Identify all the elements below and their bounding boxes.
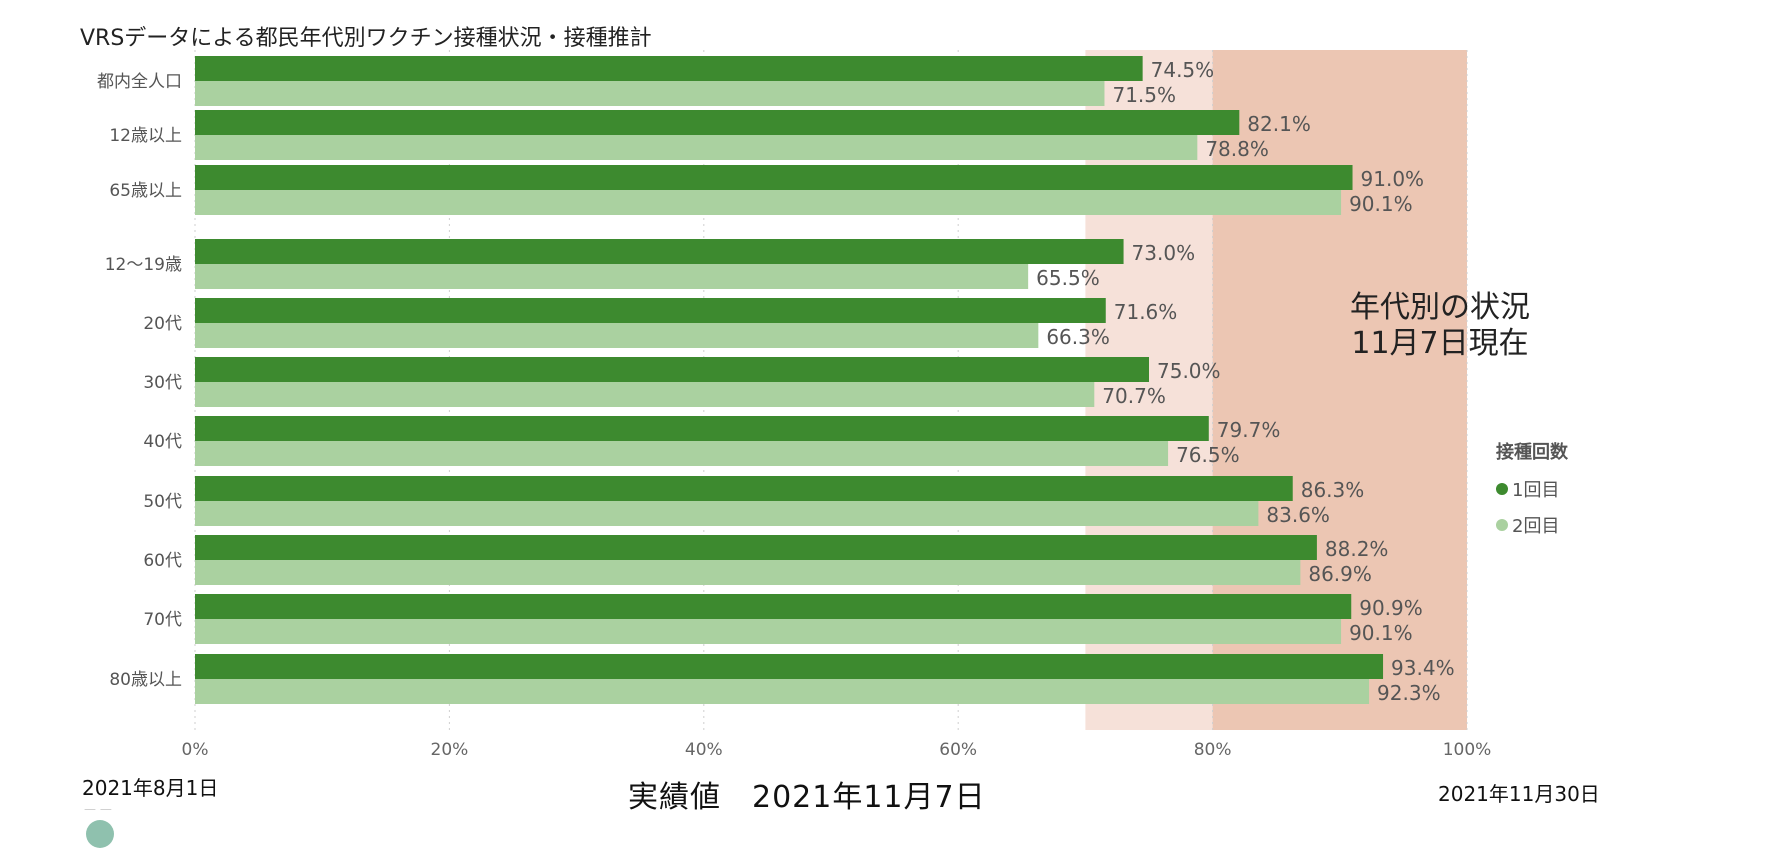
legend-label-dose2: 2回目: [1512, 516, 1560, 537]
data-label: 75.0%: [1157, 359, 1221, 383]
bar-dose2: [195, 560, 1301, 585]
bar-dose2: [195, 264, 1029, 289]
category-label: 60代: [143, 551, 182, 571]
category-label: 65歳以上: [109, 181, 182, 201]
data-label: 70.7%: [1102, 384, 1166, 408]
bar-dose2: [195, 501, 1259, 526]
data-label: 65.5%: [1036, 266, 1100, 290]
category-label: 40代: [143, 432, 182, 452]
category-label: 30代: [143, 373, 182, 393]
x-tick-label: 80%: [1194, 740, 1232, 760]
bar-dose2: [195, 382, 1095, 407]
x-tick-label: 60%: [939, 740, 977, 760]
bar-dose2: [195, 81, 1105, 106]
annotation-line-1: 年代別の状況: [1350, 290, 1530, 325]
bar-dose2: [195, 441, 1169, 466]
bar-dose1: [195, 594, 1352, 619]
bar-dose1: [195, 357, 1149, 382]
data-label: 79.7%: [1217, 418, 1281, 442]
bar-dose1: [195, 654, 1384, 679]
category-label: 都内全人口: [97, 72, 182, 92]
legend: 接種回数 1回目 2回目: [1496, 438, 1568, 548]
timeline-slider-handle[interactable]: [86, 820, 114, 848]
data-label: 83.6%: [1266, 503, 1330, 527]
bar-dose2: [195, 135, 1198, 160]
x-tick-label: 100%: [1443, 740, 1492, 760]
data-label: 82.1%: [1247, 112, 1311, 136]
status-annotation: 年代別の状況 11月7日現在: [1280, 290, 1600, 362]
bar-chart: 0% 20% 40% 60% 80% 100% 都内全人口 74.5%71.5% 12歳以上 82…: [97, 50, 1492, 760]
data-label: 93.4%: [1391, 656, 1455, 680]
legend-title: 接種回数: [1496, 442, 1568, 463]
legend-dot-dose2-icon: [1496, 519, 1508, 531]
bar-dose1: [195, 476, 1293, 501]
legend-label-dose1: 1回目: [1512, 480, 1560, 501]
bar-dose1: [195, 298, 1106, 323]
category-label: 50代: [143, 492, 182, 512]
data-label: 78.8%: [1205, 137, 1269, 161]
x-tick-label: 20%: [431, 740, 469, 760]
bar-dose1: [195, 535, 1317, 560]
data-label: 86.9%: [1308, 562, 1372, 586]
legend-dot-dose1-icon: [1496, 483, 1508, 495]
bar-dose2: [195, 679, 1370, 704]
category-label: 12〜19歳: [105, 255, 182, 275]
data-label: 91.0%: [1361, 167, 1425, 191]
data-label: 71.5%: [1112, 83, 1176, 107]
legend-item-dose1[interactable]: 1回目: [1496, 476, 1568, 502]
data-label: 66.3%: [1046, 325, 1110, 349]
data-label: 90.1%: [1349, 621, 1413, 645]
timeline-end-date: 2021年11月30日: [1438, 782, 1600, 806]
bar-dose2: [195, 619, 1342, 644]
bar-dose2: [195, 323, 1039, 348]
timeline-start-date: 2021年8月1日: [82, 776, 219, 800]
category-label: 70代: [143, 610, 182, 630]
category-label: 12歳以上: [109, 126, 182, 146]
timeline-current-date: 実績値 2021年11月7日: [628, 780, 986, 815]
data-label: 71.6%: [1114, 300, 1178, 324]
slider-track: — —: [84, 802, 112, 816]
x-tick-label: 0%: [182, 740, 209, 760]
data-label: 76.5%: [1176, 443, 1240, 467]
legend-item-dose2[interactable]: 2回目: [1496, 512, 1568, 538]
bar-dose1: [195, 165, 1353, 190]
bar-dose2: [195, 190, 1342, 215]
bar-dose1: [195, 416, 1209, 441]
data-label: 92.3%: [1377, 681, 1441, 705]
chart-title: VRSデータによる都民年代別ワクチン接種状況・接種推計: [80, 26, 652, 51]
bar-dose1: [195, 56, 1143, 81]
data-label: 90.9%: [1359, 596, 1423, 620]
x-tick-label: 40%: [685, 740, 723, 760]
data-label: 90.1%: [1349, 192, 1413, 216]
bar-dose1: [195, 110, 1240, 135]
data-label: 88.2%: [1325, 537, 1389, 561]
data-label: 73.0%: [1132, 241, 1196, 265]
data-label: 86.3%: [1301, 478, 1365, 502]
data-label: 74.5%: [1151, 58, 1215, 82]
category-label: 20代: [143, 314, 182, 334]
bar-dose1: [195, 239, 1124, 264]
annotation-line-2: 11月7日現在: [1351, 326, 1529, 361]
category-label: 80歳以上: [109, 670, 182, 690]
